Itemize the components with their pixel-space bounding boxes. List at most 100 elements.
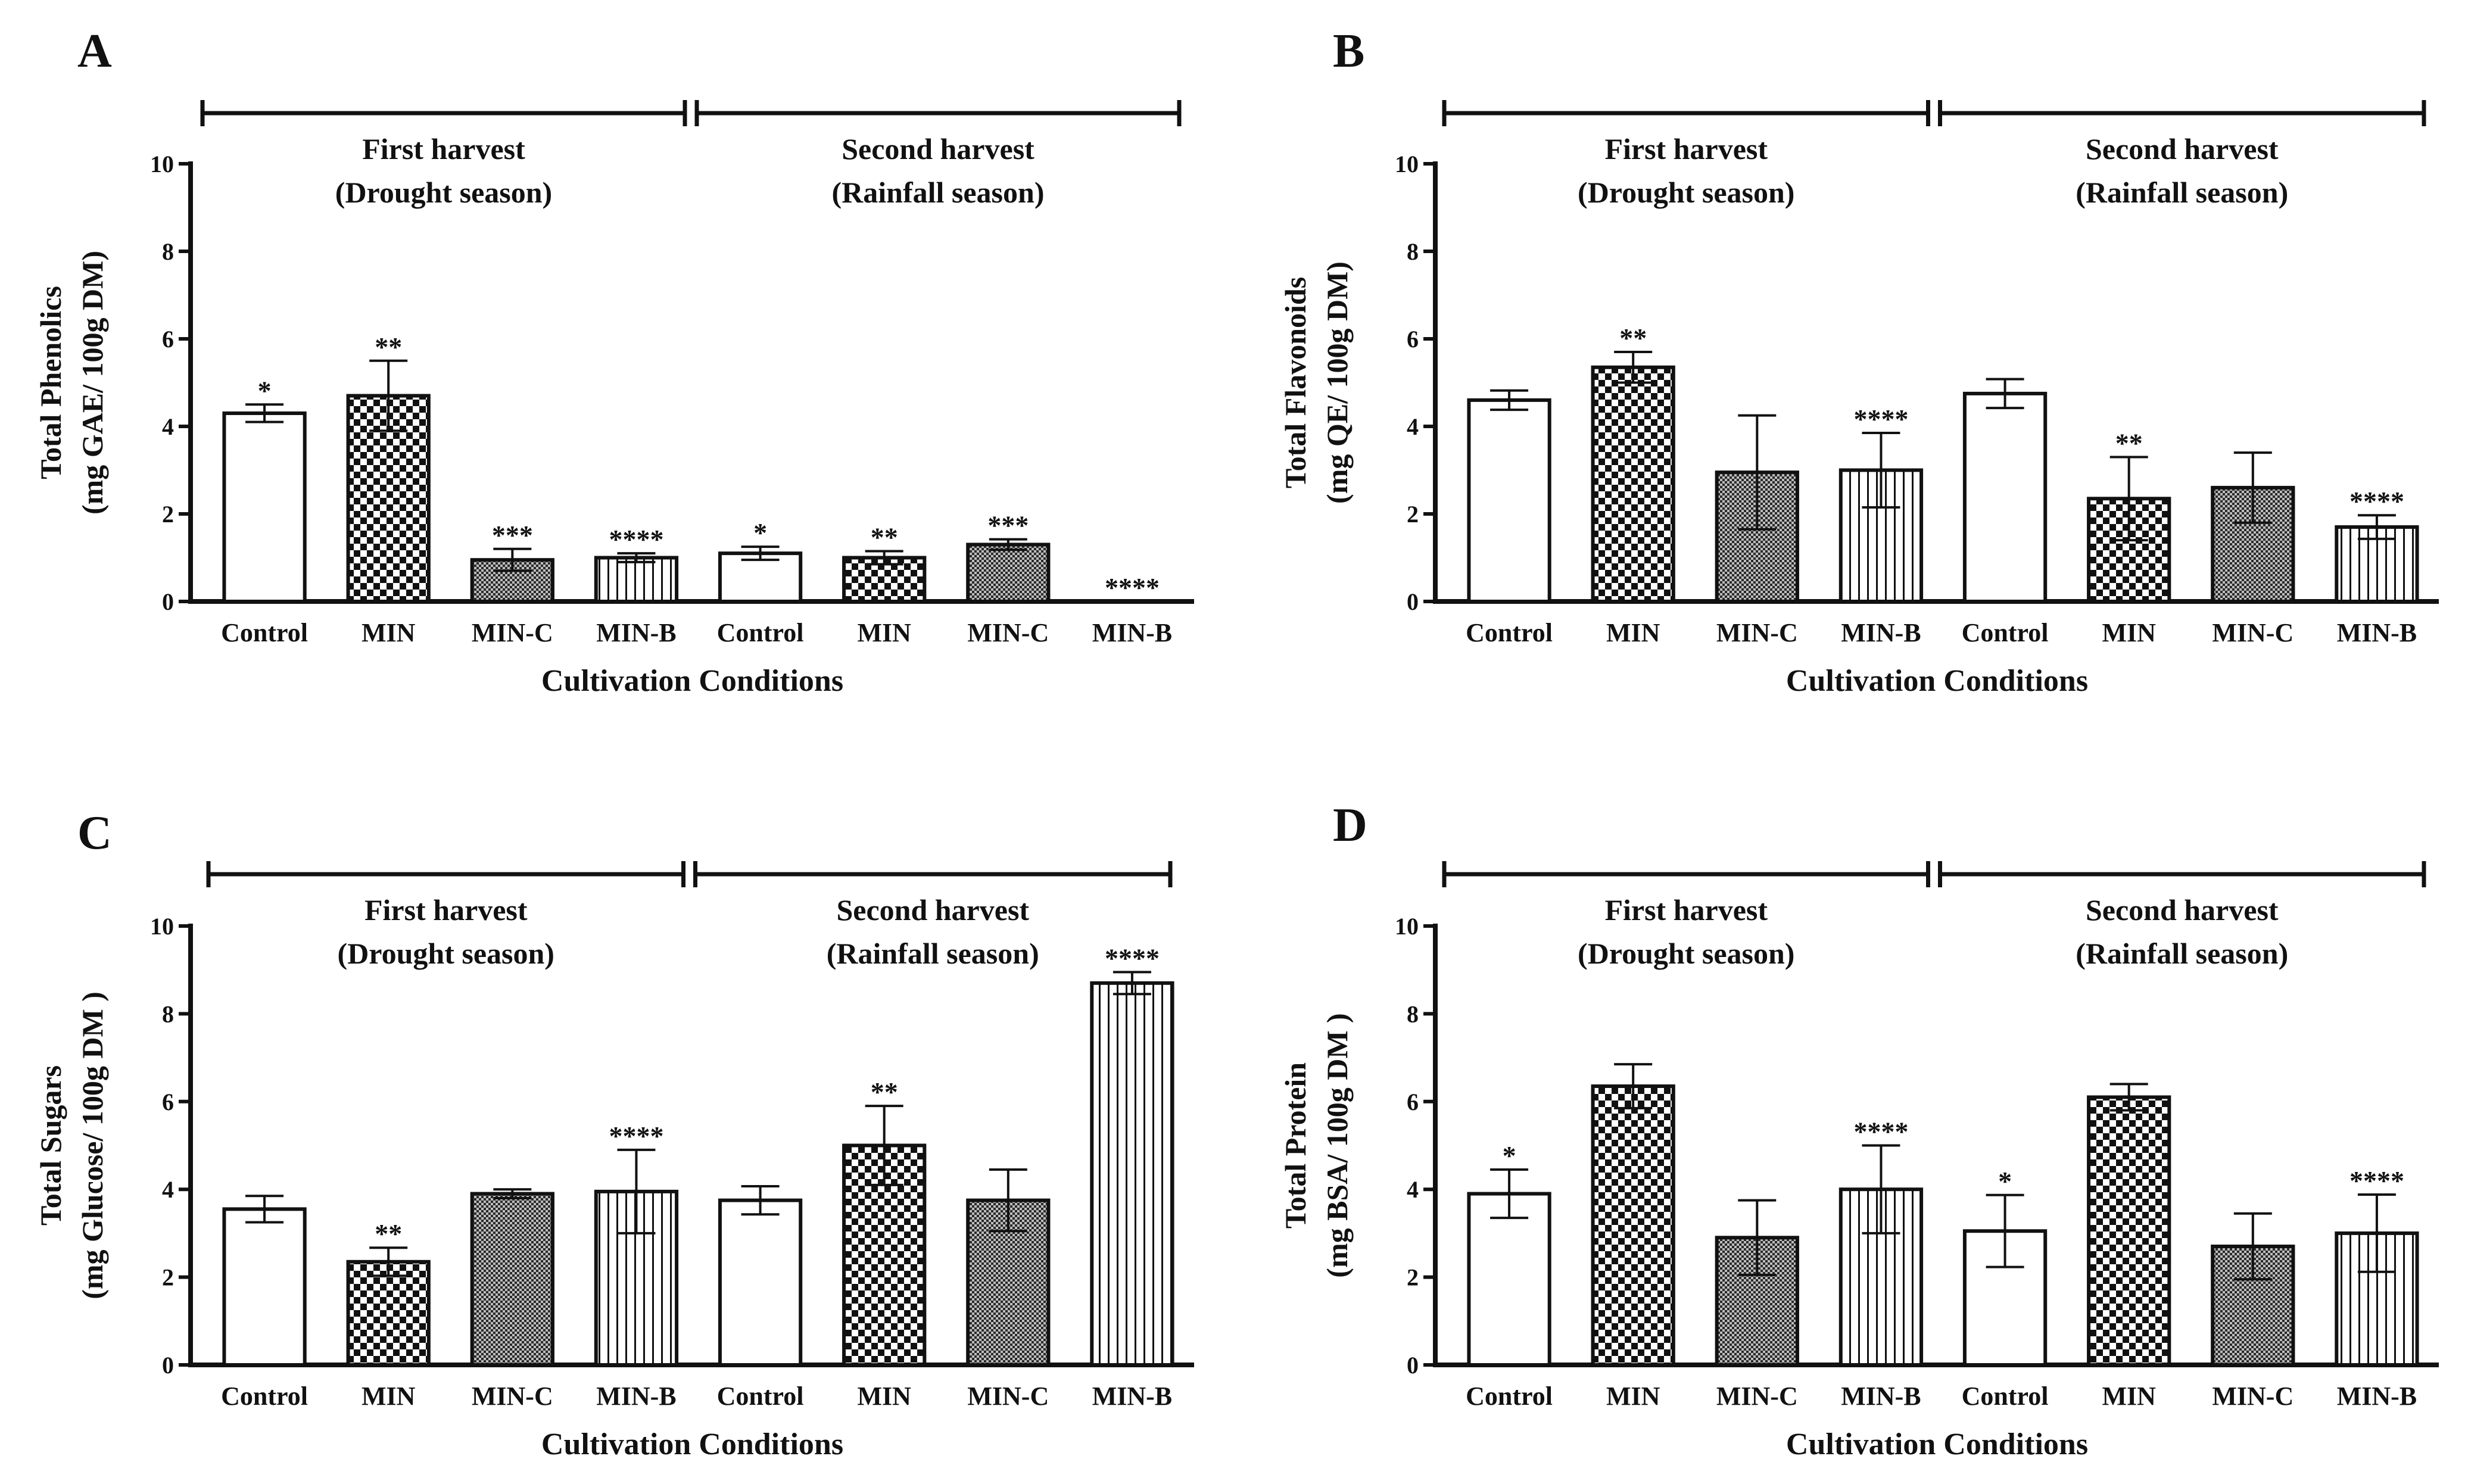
significance-mark: **** bbox=[1853, 404, 1908, 434]
significance-mark: * bbox=[1503, 1140, 1516, 1171]
group-bracket: Second harvest (Rainfall season) bbox=[694, 100, 1182, 209]
y-axis-label-line1: Total Sugars bbox=[34, 1065, 67, 1226]
error-bar bbox=[1614, 1063, 1653, 1109]
group-title: Second harvest bbox=[842, 132, 1034, 166]
error-bar bbox=[2109, 1083, 2148, 1112]
error-bar bbox=[1113, 971, 1151, 996]
y-axis-label: Total Flavonoids (mg QE/ 100g DM) bbox=[1279, 261, 1354, 504]
bar bbox=[1591, 365, 1675, 604]
panel-letter: A bbox=[77, 25, 112, 77]
x-tick-label: Control bbox=[1962, 618, 2049, 647]
error-bar bbox=[493, 1188, 532, 1199]
x-tick-label: MIN-B bbox=[596, 618, 676, 647]
group-title: Second harvest bbox=[2086, 132, 2279, 166]
group-bracket: First harvest (Drought season) bbox=[1442, 100, 1930, 209]
error-bar bbox=[865, 550, 903, 566]
error-bar bbox=[245, 1195, 284, 1224]
group-title: Second harvest bbox=[2086, 893, 2279, 927]
error-bar bbox=[2357, 1193, 2396, 1273]
y-tick-label: 4 bbox=[162, 1176, 174, 1203]
x-tick-label: MIN-B bbox=[2337, 1382, 2417, 1411]
x-tick-label: MIN-B bbox=[1092, 1382, 1172, 1411]
bar bbox=[966, 543, 1051, 604]
significance-mark: **** bbox=[609, 1121, 663, 1151]
x-tick-label: MIN-C bbox=[967, 1382, 1049, 1411]
y-tick-label: 6 bbox=[1407, 1089, 1419, 1115]
error-bar bbox=[2233, 1212, 2272, 1281]
group-subtitle: (Rainfall season) bbox=[2076, 937, 2288, 970]
y-tick-label: 8 bbox=[1407, 238, 1419, 265]
x-tick-label: MIN-C bbox=[2212, 1382, 2294, 1411]
error-bar bbox=[741, 1185, 780, 1216]
significance-mark: ** bbox=[871, 522, 898, 552]
y-axis-label: Total Protein (mg BSA/ 100g DM ) bbox=[1279, 1013, 1354, 1277]
x-tick-label: Control bbox=[1466, 1382, 1553, 1411]
y-tick-label: 0 bbox=[1407, 588, 1419, 615]
error-bar bbox=[1490, 1168, 1529, 1220]
x-tick-label: Control bbox=[1962, 1382, 2049, 1411]
significance-mark: **** bbox=[1105, 943, 1160, 973]
error-bar bbox=[1738, 1199, 1777, 1276]
y-axis-label-line2: (mg Glucose/ 100g DM ) bbox=[76, 992, 109, 1299]
bar bbox=[842, 1143, 927, 1367]
x-axis-label: Cultivation Conditions bbox=[541, 664, 843, 698]
group-subtitle: (Rainfall season) bbox=[2076, 176, 2288, 209]
bar bbox=[2087, 1095, 2171, 1367]
group-bracket: Second harvest (Rainfall season) bbox=[1938, 861, 2426, 970]
x-axis-label: Cultivation Conditions bbox=[541, 1427, 843, 1461]
x-tick-label: Control bbox=[221, 618, 308, 647]
significance-mark: *** bbox=[987, 510, 1029, 541]
bar bbox=[1591, 1084, 1675, 1367]
y-axis-label-line1: Total Phenolics bbox=[34, 286, 67, 479]
bar bbox=[1467, 1192, 1551, 1367]
error-bar bbox=[2357, 514, 2396, 540]
error-bar bbox=[1986, 1193, 2024, 1268]
group-title: First harvest bbox=[1604, 893, 1768, 927]
significance-mark: **** bbox=[1105, 572, 1160, 603]
error-bar bbox=[1490, 389, 1529, 411]
group-title: Second harvest bbox=[836, 893, 1029, 927]
x-tick-label: MIN-C bbox=[1716, 618, 1798, 647]
group-bracket: Second harvest (Rainfall season) bbox=[693, 861, 1173, 970]
panel-a: A First harvest (Drought season) Second har… bbox=[34, 25, 1194, 698]
x-tick-label: MIN-C bbox=[472, 618, 553, 647]
significance-mark: ** bbox=[375, 1218, 402, 1249]
x-tick-label: MIN bbox=[2102, 618, 2156, 647]
y-axis-label-line2: (mg QE/ 100g DM) bbox=[1320, 261, 1354, 504]
x-axis-label: Cultivation Conditions bbox=[1786, 1427, 2088, 1461]
y-tick-label: 2 bbox=[162, 1264, 174, 1291]
group-subtitle: (Drought season) bbox=[338, 937, 554, 970]
x-tick-label: MIN-C bbox=[472, 1382, 553, 1411]
x-tick-label: MIN bbox=[857, 1382, 911, 1411]
group-bracket: First harvest (Drought season) bbox=[206, 861, 685, 970]
x-axis-label: Cultivation Conditions bbox=[1786, 664, 2088, 698]
y-tick-label: 4 bbox=[1407, 1176, 1419, 1203]
y-tick-label: 2 bbox=[162, 501, 174, 528]
significance-mark: ** bbox=[1619, 323, 1647, 353]
error-bar bbox=[1738, 414, 1777, 531]
significance-mark: **** bbox=[609, 524, 663, 554]
bar bbox=[222, 411, 307, 603]
y-tick-label: 4 bbox=[162, 413, 174, 440]
error-bar bbox=[741, 545, 780, 562]
y-tick-label: 0 bbox=[1407, 1352, 1419, 1379]
y-tick-label: 2 bbox=[1407, 1264, 1419, 1291]
significance-mark: * bbox=[753, 517, 767, 548]
group-bracket: First harvest (Drought season) bbox=[200, 100, 687, 209]
x-tick-label: MIN-B bbox=[2337, 618, 2417, 647]
group-title: First harvest bbox=[1604, 132, 1768, 166]
y-tick-label: 10 bbox=[150, 151, 174, 177]
significance-mark: ** bbox=[375, 332, 402, 362]
error-bar bbox=[1614, 351, 1653, 384]
y-tick-label: 6 bbox=[162, 1089, 174, 1115]
x-tick-label: MIN-C bbox=[1716, 1382, 1798, 1411]
y-tick-label: 6 bbox=[1407, 326, 1419, 353]
error-bar bbox=[617, 1148, 656, 1234]
x-tick-label: MIN-C bbox=[967, 618, 1049, 647]
error-bar bbox=[1986, 378, 2024, 410]
x-tick-label: MIN bbox=[362, 618, 416, 647]
x-tick-label: Control bbox=[717, 1382, 804, 1411]
error-bar bbox=[865, 1105, 903, 1186]
x-tick-label: MIN-B bbox=[1841, 618, 1921, 647]
